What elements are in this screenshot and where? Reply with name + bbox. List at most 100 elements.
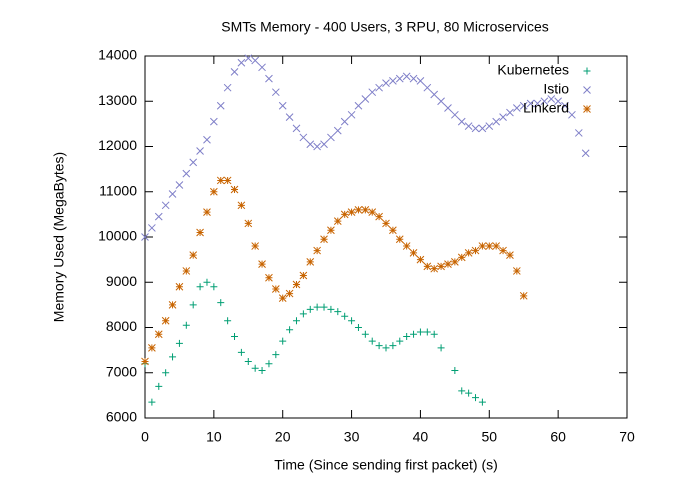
point — [265, 74, 273, 83]
point — [354, 205, 363, 214]
point — [224, 317, 232, 325]
y-tick-label: 8000 — [106, 318, 137, 334]
point — [368, 337, 376, 345]
point — [196, 283, 204, 291]
point — [189, 301, 197, 309]
legend-label: Kubernetes — [497, 62, 569, 78]
point — [341, 312, 349, 320]
y-tick-label: 12000 — [98, 137, 137, 153]
point — [278, 101, 287, 110]
point — [423, 262, 432, 271]
point — [437, 344, 445, 352]
point — [409, 74, 418, 83]
point — [430, 330, 438, 338]
point — [457, 253, 466, 262]
point — [396, 337, 404, 345]
point — [402, 72, 411, 81]
point — [340, 210, 349, 219]
x-tick-label: 10 — [206, 429, 222, 445]
point — [430, 90, 439, 99]
point — [457, 117, 466, 126]
point — [526, 99, 535, 108]
point — [285, 113, 294, 121]
point — [320, 303, 328, 311]
point — [244, 54, 253, 63]
point — [465, 389, 473, 397]
point — [451, 366, 459, 374]
point — [478, 124, 487, 133]
point — [568, 110, 576, 119]
point — [354, 324, 362, 331]
point — [320, 140, 328, 149]
point — [292, 317, 300, 325]
point — [258, 366, 266, 374]
point — [478, 242, 487, 250]
y-tick-label: 9000 — [106, 273, 137, 289]
x-tick-label: 50 — [481, 429, 497, 445]
point — [361, 205, 370, 214]
legend-label: Linkerd — [523, 100, 569, 116]
point — [237, 348, 245, 356]
point — [410, 330, 418, 338]
point — [175, 339, 183, 347]
chart-title: SMTs Memory - 400 Users, 3 RPU, 80 Micro… — [221, 19, 549, 35]
point — [285, 289, 294, 298]
point — [444, 260, 452, 269]
point — [382, 344, 390, 352]
point — [334, 308, 342, 316]
point — [368, 88, 377, 97]
point — [210, 117, 218, 126]
point — [554, 97, 562, 106]
point — [189, 158, 198, 167]
point — [340, 117, 349, 126]
point — [292, 280, 301, 289]
point — [389, 77, 397, 85]
point — [485, 122, 494, 130]
point — [354, 101, 363, 110]
point — [547, 95, 556, 103]
point — [237, 201, 246, 210]
point — [471, 124, 480, 133]
point — [189, 251, 198, 259]
point — [492, 117, 501, 126]
point — [182, 169, 191, 178]
point — [148, 344, 156, 352]
point — [416, 255, 425, 264]
x-axis-label: Time (Since sending first packet) (s) — [274, 457, 498, 473]
point — [333, 126, 342, 135]
point — [279, 337, 287, 345]
point — [271, 88, 280, 97]
point — [210, 283, 218, 291]
point — [231, 333, 239, 341]
point — [286, 326, 294, 334]
point — [162, 369, 170, 377]
point — [499, 246, 507, 255]
point — [395, 235, 404, 244]
point — [347, 208, 356, 216]
point — [327, 305, 335, 313]
point — [299, 310, 307, 318]
point — [258, 260, 266, 269]
point — [458, 387, 466, 395]
point — [409, 248, 418, 257]
point — [244, 357, 252, 365]
point — [265, 360, 273, 368]
point — [320, 235, 328, 244]
point — [148, 224, 156, 232]
point — [161, 201, 170, 210]
point — [271, 285, 280, 293]
point — [472, 394, 480, 402]
point — [430, 264, 439, 273]
point — [348, 317, 356, 325]
y-tick-label: 7000 — [106, 363, 137, 379]
point — [217, 299, 225, 307]
point — [444, 104, 452, 112]
point — [265, 273, 273, 282]
point — [416, 328, 424, 336]
point — [375, 342, 383, 350]
point — [251, 242, 260, 250]
legend-marker — [583, 86, 591, 94]
point — [203, 278, 211, 286]
legend-marker — [583, 105, 591, 113]
point — [327, 226, 335, 235]
